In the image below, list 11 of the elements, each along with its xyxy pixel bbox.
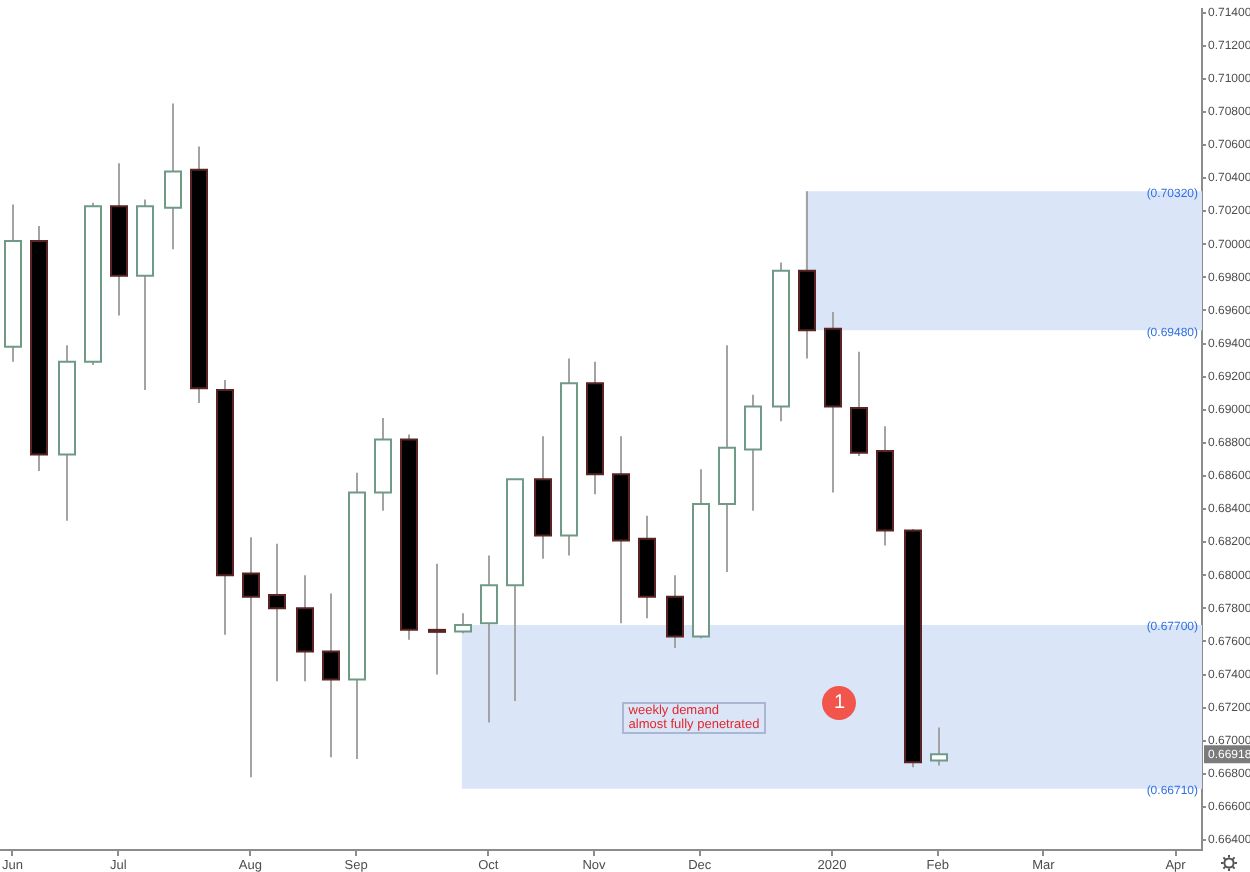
candlestick <box>930 726 948 767</box>
candlestick <box>428 562 446 676</box>
candlestick <box>322 592 340 759</box>
candlestick <box>242 536 260 779</box>
candlestick <box>164 102 182 251</box>
candlestick <box>268 542 286 683</box>
candlestick <box>850 350 868 458</box>
candlestick <box>744 393 762 512</box>
candlestick <box>480 554 498 724</box>
candlestick <box>296 574 314 683</box>
candlestick <box>666 574 684 650</box>
